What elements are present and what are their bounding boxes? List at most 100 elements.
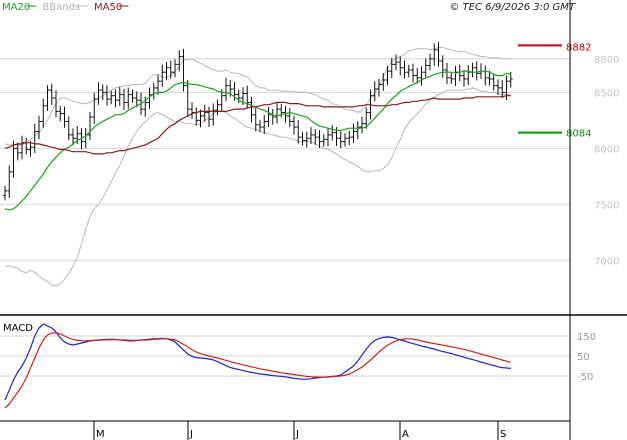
price-bar (37, 115, 41, 140)
x-tick-label: A (402, 429, 409, 440)
price-bar (177, 50, 182, 72)
price-bar (190, 102, 194, 119)
bb-upper-line (4, 47, 511, 146)
price-bar (313, 129, 318, 145)
price-bar (62, 106, 67, 128)
ma50-line (4, 95, 511, 155)
price-bar (364, 107, 369, 129)
price-bar (181, 48, 186, 92)
price-bar (207, 106, 211, 127)
price-bar (32, 123, 37, 153)
price-bar (389, 57, 394, 79)
price-bar (28, 140, 33, 157)
price-bar (385, 66, 390, 86)
price-bar (449, 72, 454, 84)
price-bar (330, 124, 335, 141)
level-label: 8084 (566, 129, 591, 140)
x-tick-label: J (189, 429, 193, 440)
price-bar (160, 64, 165, 87)
price-bar (415, 67, 420, 84)
price-bar (7, 165, 12, 198)
grid (0, 58, 570, 377)
price-bar (71, 128, 75, 146)
price-bar (15, 142, 20, 161)
price-bar (355, 121, 360, 140)
y-tick-label: 7000 (594, 256, 619, 267)
price-bar (215, 99, 220, 116)
price-bar (41, 98, 46, 128)
price-bar (360, 116, 364, 134)
price-bar (440, 55, 445, 78)
price-bar (266, 107, 271, 128)
price-bar (343, 133, 347, 147)
bb-lower-line (4, 87, 511, 287)
price-bar (300, 132, 305, 146)
price-bar (147, 87, 152, 109)
y-tick-label: 8800 (594, 55, 619, 66)
price-bar (372, 81, 377, 102)
price-bar (428, 53, 432, 71)
y-tick-label: 8500 (594, 88, 619, 99)
price-bar (117, 86, 122, 106)
price-bar (275, 102, 279, 124)
macd-tick-label: 150 (577, 332, 596, 343)
price-bars (3, 42, 513, 201)
price-bar (20, 135, 24, 160)
price-bar (126, 87, 131, 109)
price-bar (338, 131, 343, 148)
price-bar (92, 92, 97, 125)
price-bar (321, 134, 326, 147)
price-bar (377, 78, 381, 97)
price-bar (253, 107, 258, 132)
price-bar (109, 90, 114, 105)
y-tick-label: 7500 (594, 200, 619, 211)
y-tick-label: 8000 (594, 144, 619, 155)
price-bar (262, 115, 267, 135)
price-bar (198, 109, 203, 128)
price-bar (296, 120, 301, 144)
price-bar (304, 131, 309, 148)
price-bar (164, 62, 169, 80)
price-bar (445, 62, 449, 85)
price-bar (423, 58, 428, 79)
price-bar (66, 116, 71, 140)
price-bar (130, 89, 135, 103)
x-tick-label: M (96, 429, 105, 440)
price-levels: 8882 8084 (518, 42, 591, 140)
x-tick-label: J (295, 429, 299, 440)
price-bar (232, 81, 237, 101)
price-bar (381, 72, 386, 91)
price-bar (394, 54, 398, 71)
price-bar (249, 96, 254, 123)
price-bar (58, 105, 63, 122)
price-bar (173, 59, 177, 78)
legend-label: MA20 (2, 2, 30, 13)
price-bar (88, 111, 92, 140)
price-bar (96, 82, 101, 105)
price-bar (54, 90, 58, 118)
price-bar (245, 85, 250, 109)
price-bar (292, 115, 296, 135)
price-bar (326, 128, 330, 147)
price-bar (283, 106, 288, 123)
macd-tick-label: 50 (577, 352, 590, 363)
price-bar (224, 77, 228, 102)
price-bar (317, 130, 322, 148)
price-bar (105, 85, 109, 106)
legend-label: BBands (42, 2, 80, 13)
price-bar (466, 65, 471, 86)
price-bar (156, 74, 160, 95)
price-bar (134, 91, 139, 108)
macd-tick-label: -50 (577, 372, 593, 383)
price-bar (500, 80, 505, 99)
legend-label: MA50 (94, 2, 122, 13)
macd-panel: MACD (3, 323, 511, 409)
price-bar (487, 70, 492, 86)
price-bar (219, 89, 224, 112)
moving-averages (4, 70, 511, 211)
price-bar (45, 85, 50, 111)
signal-line (4, 332, 511, 409)
